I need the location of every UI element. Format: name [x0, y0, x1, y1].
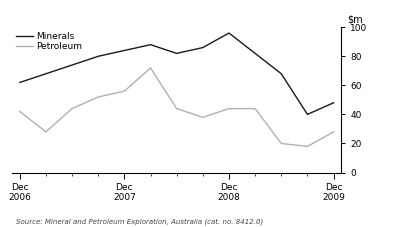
Minerals — [148, 43, 153, 46]
Minerals — [174, 52, 179, 55]
Line: Minerals: Minerals — [20, 33, 333, 114]
Minerals — [122, 49, 127, 52]
Minerals — [96, 55, 100, 58]
Minerals — [279, 72, 283, 75]
Petroleum — [253, 107, 258, 110]
Minerals — [44, 72, 48, 75]
Minerals — [331, 101, 336, 104]
Petroleum — [17, 110, 22, 113]
Minerals — [227, 32, 231, 35]
Text: $m: $m — [347, 15, 362, 25]
Petroleum — [70, 107, 75, 110]
Minerals — [305, 113, 310, 116]
Petroleum — [44, 131, 48, 133]
Petroleum — [331, 131, 336, 133]
Petroleum — [174, 107, 179, 110]
Petroleum — [96, 96, 100, 98]
Petroleum — [227, 107, 231, 110]
Minerals — [200, 46, 205, 49]
Text: Source: Mineral and Petroleum Exploration, Australia (cat. no. 8412.0): Source: Mineral and Petroleum Exploratio… — [16, 218, 263, 225]
Minerals — [17, 81, 22, 84]
Line: Petroleum: Petroleum — [20, 68, 333, 146]
Petroleum — [122, 90, 127, 93]
Petroleum — [305, 145, 310, 148]
Petroleum — [279, 142, 283, 145]
Minerals — [70, 64, 75, 66]
Legend: Minerals, Petroleum: Minerals, Petroleum — [16, 32, 82, 51]
Petroleum — [148, 67, 153, 69]
Petroleum — [200, 116, 205, 119]
Minerals — [253, 52, 258, 55]
